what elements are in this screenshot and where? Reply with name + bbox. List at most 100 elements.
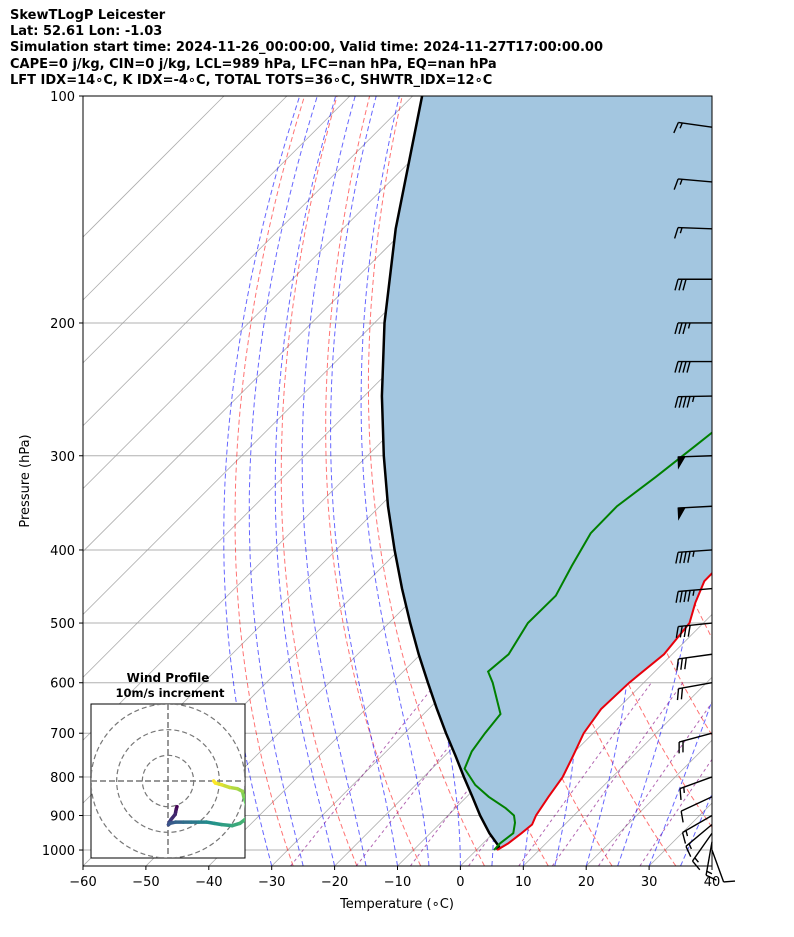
moist-adiabat-line bbox=[274, 96, 337, 866]
wind-barb-shaft bbox=[677, 226, 713, 230]
wind-barb-flag bbox=[686, 361, 691, 373]
wind-barb-half-flag bbox=[679, 179, 683, 185]
wind-barb-flag bbox=[680, 687, 684, 700]
wind-barb-half-flag bbox=[706, 870, 713, 875]
wind-barb bbox=[691, 832, 713, 871]
isotherm-line bbox=[83, 96, 413, 427]
moist-adiabat-line bbox=[360, 96, 430, 866]
dry-adiabat-line bbox=[367, 96, 485, 866]
wind-barb-flag bbox=[682, 396, 687, 408]
wind-barb-half-flag bbox=[679, 227, 683, 234]
x-tick-label: −50 bbox=[132, 875, 159, 890]
y-tick-label: 600 bbox=[50, 677, 75, 692]
wind-barb-shaft bbox=[678, 682, 713, 690]
chart-title: SkewTLogP Leicester bbox=[10, 8, 166, 23]
y-tick-label: 300 bbox=[50, 450, 75, 465]
hodograph-segment bbox=[211, 779, 218, 785]
wind-barb bbox=[675, 622, 713, 638]
wind-barb bbox=[673, 121, 713, 134]
y-tick-label: 200 bbox=[50, 317, 75, 332]
plot-area bbox=[83, 96, 794, 866]
x-tick-label: −60 bbox=[69, 875, 96, 890]
wind-barb-flag bbox=[682, 279, 687, 291]
wind-barb-flag bbox=[674, 396, 679, 408]
isotherm-line bbox=[711, 865, 712, 866]
wind-barb-flag bbox=[705, 874, 717, 881]
wind-barb-flag bbox=[691, 860, 701, 871]
isotherm-line bbox=[83, 96, 351, 364]
x-tick-label: 10 bbox=[515, 875, 532, 890]
wind-barb-flag bbox=[679, 551, 683, 564]
wind-barb bbox=[674, 395, 713, 408]
wind-barb-flag bbox=[673, 227, 679, 239]
wind-barb-flag bbox=[674, 361, 679, 373]
wind-barb-shaft bbox=[679, 776, 713, 790]
wind-barb bbox=[679, 776, 713, 800]
dewpoint-profile-line bbox=[463, 431, 712, 851]
mixing-ratio-line bbox=[597, 701, 712, 866]
cin-shading bbox=[381, 96, 712, 850]
wind-barb-half-flag bbox=[688, 843, 693, 850]
location-text: Lat: 52.61 Lon: -1.03 bbox=[10, 24, 163, 40]
wind-barb-flag bbox=[674, 322, 679, 335]
isotherm-line bbox=[83, 96, 225, 238]
wind-barb-half-flag bbox=[679, 122, 683, 129]
wind-barb bbox=[705, 841, 717, 881]
wind-barb-half-flag bbox=[692, 589, 695, 596]
time-text: Simulation start time: 2024-11-26_00:00:… bbox=[10, 40, 603, 56]
wind-barb-shaft bbox=[678, 121, 713, 128]
isotherm-line bbox=[83, 96, 476, 490]
wind-barb-shaft bbox=[678, 587, 713, 593]
isotherm-line bbox=[83, 96, 288, 301]
wind-barb-flag bbox=[679, 626, 683, 638]
wind-barb-pennant bbox=[677, 456, 686, 470]
wind-barb-flag bbox=[682, 322, 687, 335]
wind-barb-flag bbox=[683, 625, 687, 638]
wind-barb-flag bbox=[675, 626, 679, 638]
wind-barb bbox=[677, 505, 713, 521]
wind-barb-flag bbox=[687, 625, 691, 637]
wind-barb-shaft bbox=[682, 814, 713, 834]
wind-barb-flag bbox=[679, 788, 682, 800]
wind-barb-shaft bbox=[677, 395, 713, 398]
x-tick-label: −10 bbox=[384, 875, 411, 890]
wind-barb-flag bbox=[683, 551, 687, 564]
parcel-profile-line bbox=[380, 96, 501, 851]
mixing-ratio-line bbox=[355, 682, 499, 866]
wind-barb-flag bbox=[684, 657, 687, 670]
wind-barb-shaft bbox=[680, 796, 713, 812]
y-tick-label: 500 bbox=[50, 617, 75, 632]
wind-barb bbox=[674, 278, 712, 291]
wind-barb bbox=[676, 682, 713, 701]
wind-barb bbox=[680, 796, 713, 823]
isotherm-line bbox=[460, 613, 712, 866]
x-tick-label: 30 bbox=[641, 875, 658, 890]
wind-barb bbox=[675, 549, 713, 564]
dry-adiabat-line bbox=[728, 96, 794, 866]
wind-barb bbox=[673, 226, 713, 239]
hodograph bbox=[91, 704, 245, 858]
wind-barb-flag bbox=[723, 880, 736, 883]
wind-barb-shaft bbox=[678, 732, 713, 743]
wind-barb-half-flag bbox=[694, 857, 699, 863]
moist-adiabat-line bbox=[617, 96, 699, 866]
wind-barb bbox=[674, 322, 712, 335]
wind-barb-shaft bbox=[685, 823, 713, 847]
mixing-ratio-line bbox=[639, 758, 712, 866]
dry-adiabat-line bbox=[280, 96, 358, 866]
wind-barb-half-flag bbox=[687, 322, 691, 329]
y-tick-label: 700 bbox=[50, 727, 75, 742]
hodograph-title: Wind Profile bbox=[127, 671, 210, 685]
wind-barb-shaft bbox=[678, 653, 713, 660]
wind-barb bbox=[674, 360, 712, 373]
wind-barb-flag bbox=[676, 658, 680, 671]
wind-barb-flag bbox=[687, 551, 691, 563]
dry-adiabat-line bbox=[234, 96, 305, 866]
wind-barb bbox=[678, 732, 713, 754]
isotherm-line bbox=[523, 676, 712, 866]
wind-barb bbox=[675, 587, 713, 603]
y-tick-label: 400 bbox=[50, 544, 75, 559]
wind-barb-flag bbox=[683, 590, 687, 603]
wind-barb-flag bbox=[686, 396, 691, 408]
